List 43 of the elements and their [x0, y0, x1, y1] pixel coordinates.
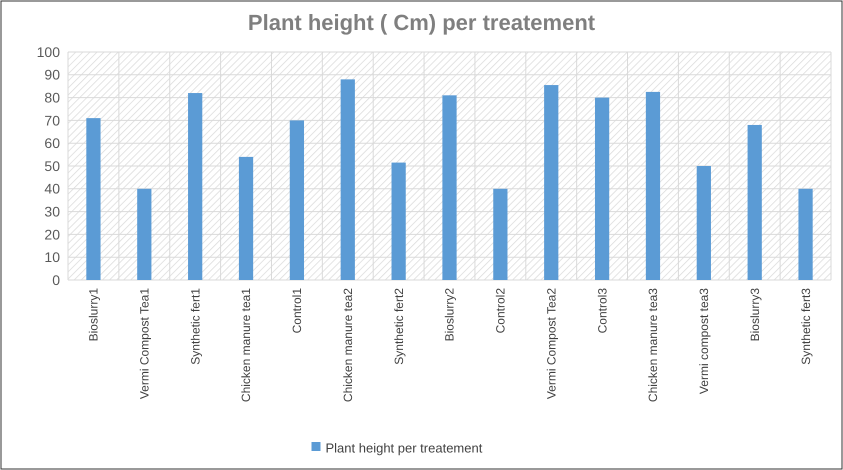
bar [392, 162, 406, 280]
x-tick-label: Bioslurry1 [86, 288, 101, 342]
y-tick-label: 40 [44, 180, 60, 197]
bar [493, 188, 508, 280]
x-tick-label: Control2 [494, 288, 508, 334]
bar [86, 118, 101, 280]
bar [646, 92, 660, 280]
x-tick-label: Synthetic fert2 [392, 288, 406, 365]
bar [798, 188, 813, 280]
x-tick-label: Synthetic fert3 [798, 288, 813, 365]
y-tick-label: 100 [36, 44, 60, 60]
y-tick-label: 30 [44, 204, 60, 220]
bar [137, 188, 152, 280]
x-tick-label: Control3 [595, 288, 610, 334]
bar [340, 79, 355, 280]
legend-label: Plant height per treatement [326, 440, 483, 456]
y-tick-label: 60 [44, 135, 60, 152]
y-tick-label: 70 [44, 112, 60, 128]
bar [696, 166, 711, 280]
x-tick-label: Synthetic fert1 [188, 288, 202, 365]
bar [544, 85, 558, 280]
x-tick-label: Bioslurry3 [748, 288, 762, 342]
bar [188, 93, 202, 280]
x-tick-label: Vermi Compost Tea2 [544, 288, 558, 400]
bar [442, 95, 457, 280]
y-tick-label: 10 [44, 249, 60, 266]
x-tick-label: Vermi Compost Tea1 [138, 288, 152, 400]
y-tick-label: 90 [44, 66, 60, 83]
x-tick-label: Chicken manure tea1 [239, 288, 254, 402]
chart-title: Plant height ( Cm) per treatement [248, 10, 596, 35]
bar [238, 156, 254, 280]
x-tick-label: Chicken manure tea3 [646, 288, 660, 402]
y-tick-label: 80 [44, 90, 60, 106]
x-tick-label: Chicken manure tea2 [340, 288, 355, 402]
y-tick-label: 20 [44, 226, 60, 242]
bar [594, 98, 610, 280]
x-tick-label: Control1 [290, 288, 304, 334]
x-tick-label: Vermi compost tea3 [697, 288, 712, 394]
y-tick-label: 50 [44, 158, 60, 174]
y-tick-label: 0 [52, 272, 60, 288]
bar [748, 124, 762, 280]
x-tick-label: Bioslurry2 [442, 288, 457, 342]
bar [290, 120, 304, 280]
